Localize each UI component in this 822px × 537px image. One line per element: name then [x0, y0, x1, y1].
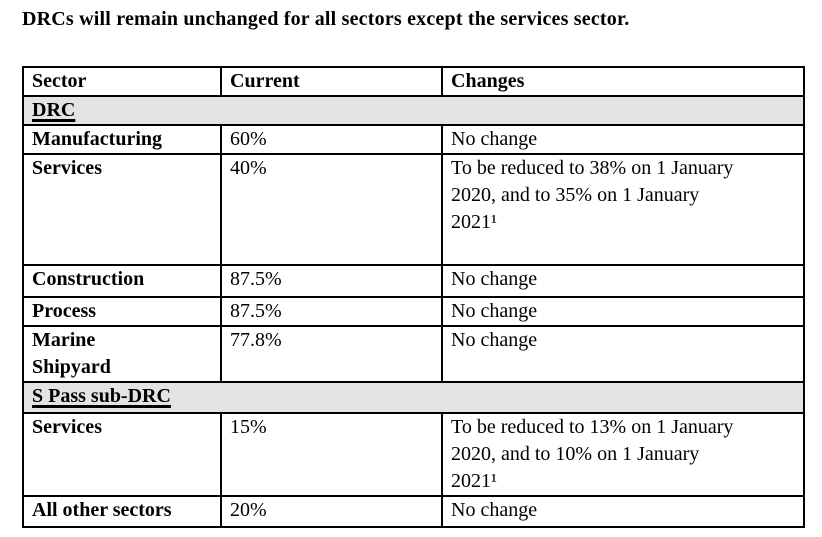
table-row-construction: Construction 87.5% No change	[22, 264, 805, 298]
section-label: DRC	[32, 99, 76, 121]
current-cell: 87.5%	[220, 296, 443, 327]
current-cell: 40%	[220, 153, 443, 266]
sector-cell: Services	[22, 412, 222, 497]
section-cell: DRC	[22, 95, 805, 126]
column-header-changes: Changes	[441, 66, 805, 97]
current-cell: 77.8%	[220, 325, 443, 383]
changes-cell: To be reduced to 38% on 1 January 2020, …	[441, 153, 805, 266]
column-header-current: Current	[220, 66, 443, 97]
table-header-row: Sector Current Changes	[22, 66, 805, 97]
changes-cell: No change	[441, 264, 805, 298]
current-cell: 60%	[220, 124, 443, 155]
changes-cell: No change	[441, 296, 805, 327]
table-row-manufacturing: Manufacturing 60% No change	[22, 124, 805, 155]
changes-cell: No change	[441, 325, 805, 383]
section-row-drc: DRC	[22, 95, 805, 126]
sector-cell: Construction	[22, 264, 222, 298]
table-row-marine-shipyard: Marine Shipyard 77.8% No change	[22, 325, 805, 383]
table-row-services-drc: Services 40% To be reduced to 38% on 1 J…	[22, 153, 805, 266]
current-cell: 15%	[220, 412, 443, 497]
table-row-all-other-sectors: All other sectors 20% No change	[22, 495, 805, 528]
sector-cell: Process	[22, 296, 222, 327]
sector-cell: All other sectors	[22, 495, 222, 528]
sector-table: Sector Current Changes DRC Manufacturing…	[22, 66, 805, 528]
section-cell: S Pass sub-DRC	[22, 381, 805, 414]
current-cell: 20%	[220, 495, 443, 528]
section-label: S Pass sub-DRC	[32, 385, 171, 407]
column-header-sector: Sector	[22, 66, 222, 97]
document-title: DRCs will remain unchanged for all secto…	[22, 8, 630, 30]
sector-cell: Manufacturing	[22, 124, 222, 155]
table-row-services-spass: Services 15% To be reduced to 13% on 1 J…	[22, 412, 805, 497]
changes-cell: No change	[441, 124, 805, 155]
section-row-s-pass-sub-drc: S Pass sub-DRC	[22, 381, 805, 414]
sector-cell: Services	[22, 153, 222, 266]
current-cell: 87.5%	[220, 264, 443, 298]
changes-cell: No change	[441, 495, 805, 528]
changes-cell: To be reduced to 13% on 1 January 2020, …	[441, 412, 805, 497]
table-row-process: Process 87.5% No change	[22, 296, 805, 327]
sector-cell: Marine Shipyard	[22, 325, 222, 383]
